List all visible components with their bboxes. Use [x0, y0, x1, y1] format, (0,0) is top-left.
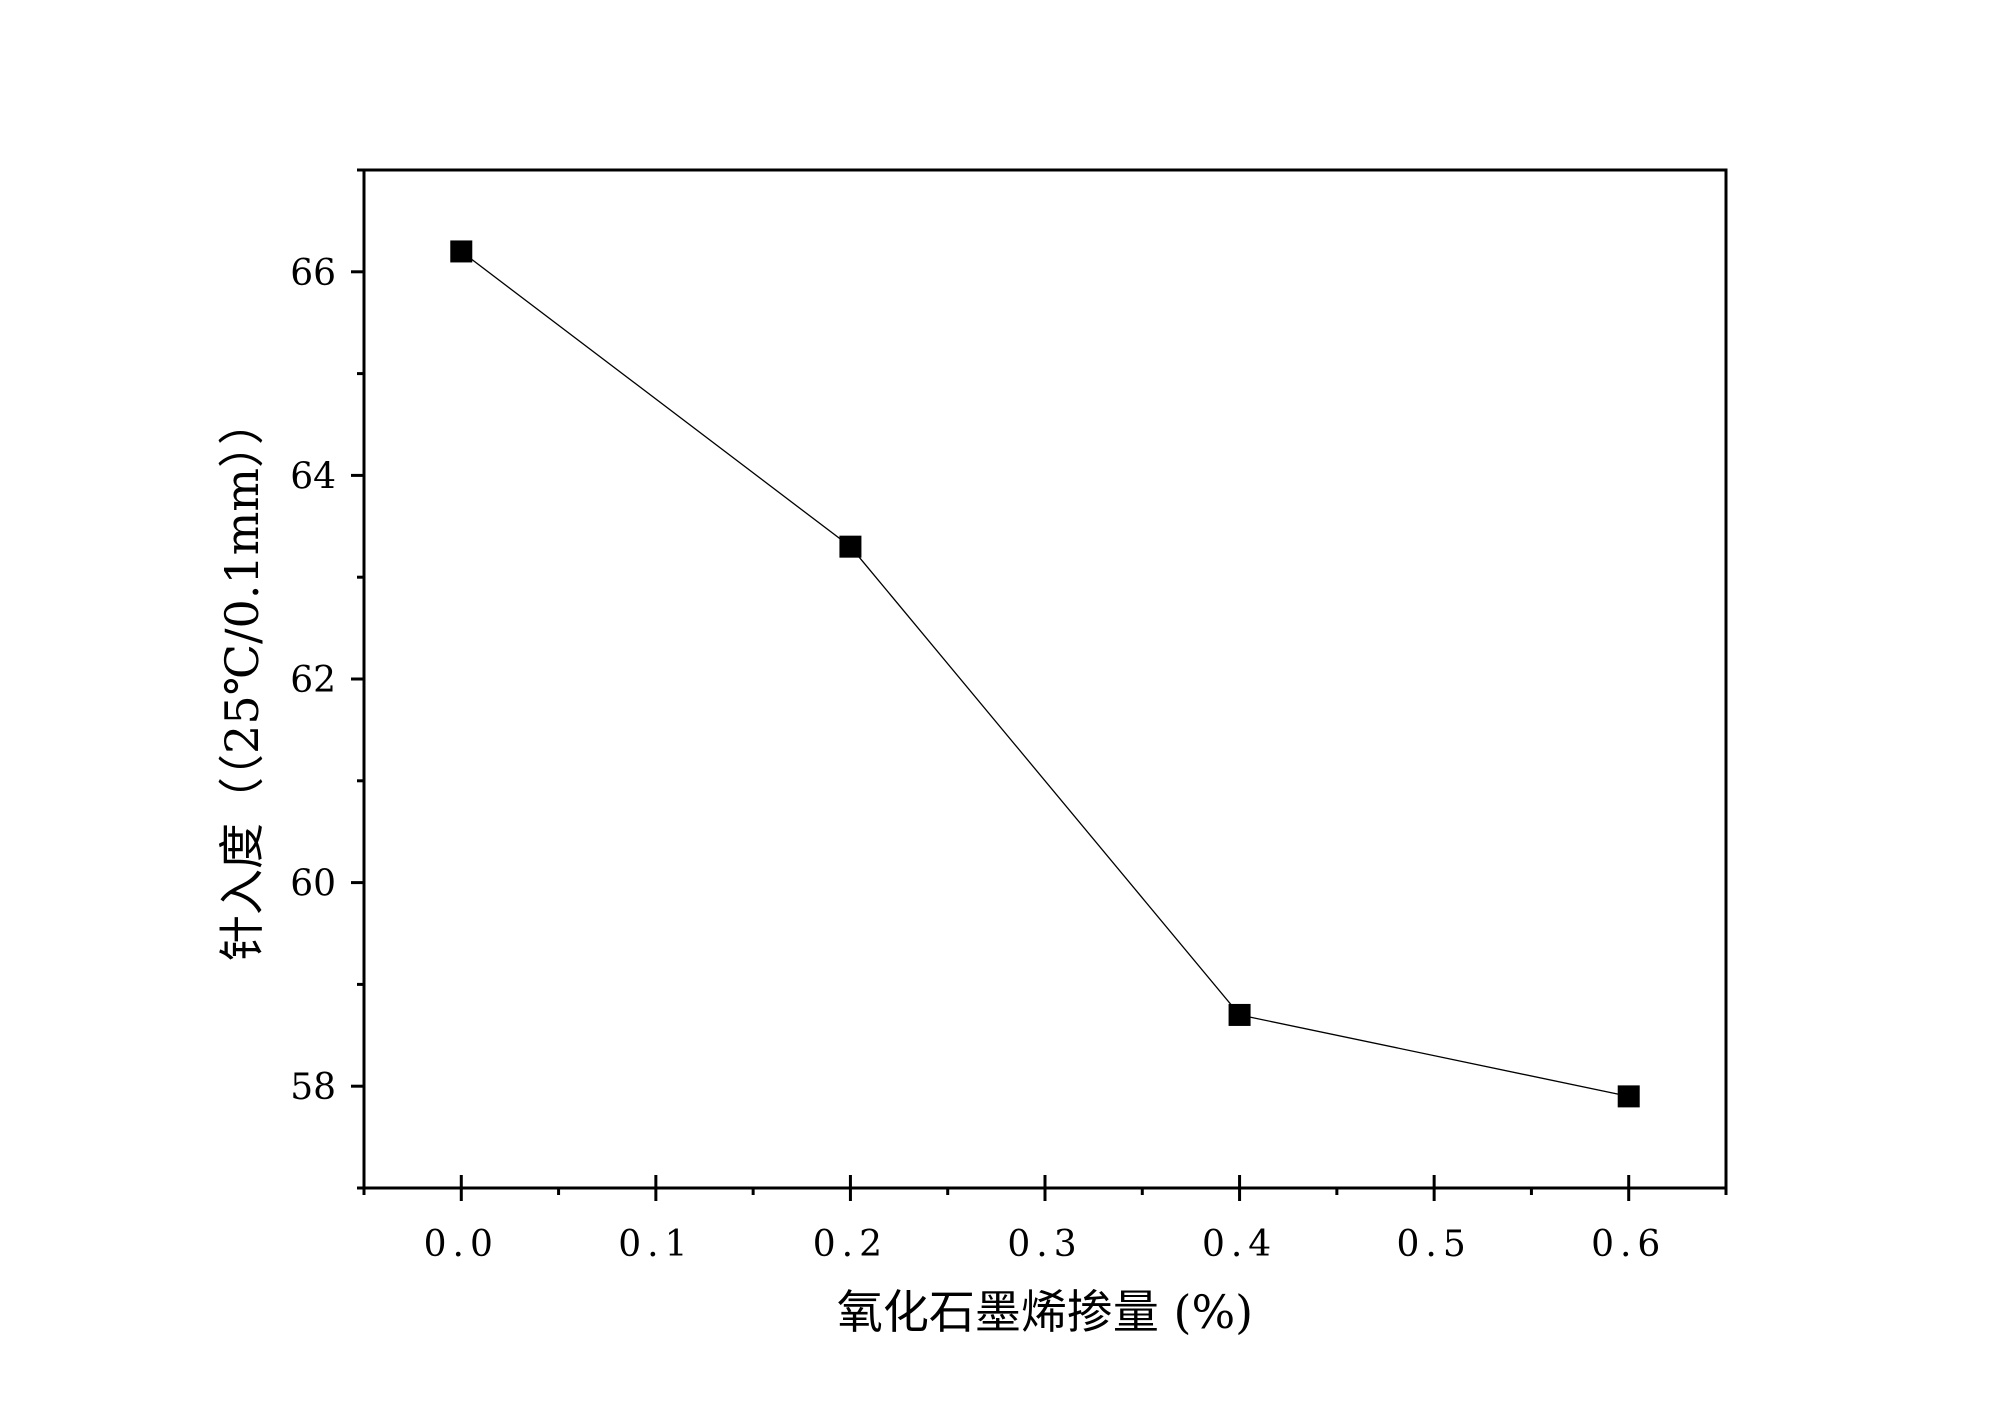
x-tick-label: 0.4	[1202, 1224, 1277, 1265]
x-axis-ticks: 0.0 0.1 0.2 0.3 0.4 0.5 0.6	[362, 1175, 1728, 1265]
x-axis-title: 氧化石墨烯掺量 (%)	[837, 1285, 1253, 1339]
x-tick-label: 0.2	[813, 1224, 888, 1265]
data-point	[450, 240, 473, 263]
x-tick-label: 0.1	[618, 1224, 693, 1265]
data-point	[1617, 1085, 1640, 1108]
x-tick-label: 0.3	[1007, 1224, 1082, 1265]
y-tick-label: 66	[290, 253, 336, 294]
y-tick-label: 58	[290, 1067, 336, 1108]
y-tick-label: 62	[290, 660, 336, 701]
plot-frame	[362, 168, 1728, 1190]
y-axis-title: 针入度（（25℃/0.1mm））	[215, 399, 269, 961]
series-layer	[450, 240, 1640, 1108]
x-tick-label: 0.5	[1397, 1224, 1472, 1265]
y-tick-label: 60	[290, 864, 336, 905]
y-axis-ticks: 58 60 62 64 66	[290, 168, 364, 1190]
series-line	[460, 250, 1629, 1098]
data-point	[1228, 1003, 1251, 1026]
data-point	[839, 535, 862, 558]
y-tick-label: 64	[290, 456, 336, 497]
x-tick-label: 0.6	[1591, 1224, 1666, 1265]
x-tick-label: 0.0	[424, 1224, 499, 1265]
